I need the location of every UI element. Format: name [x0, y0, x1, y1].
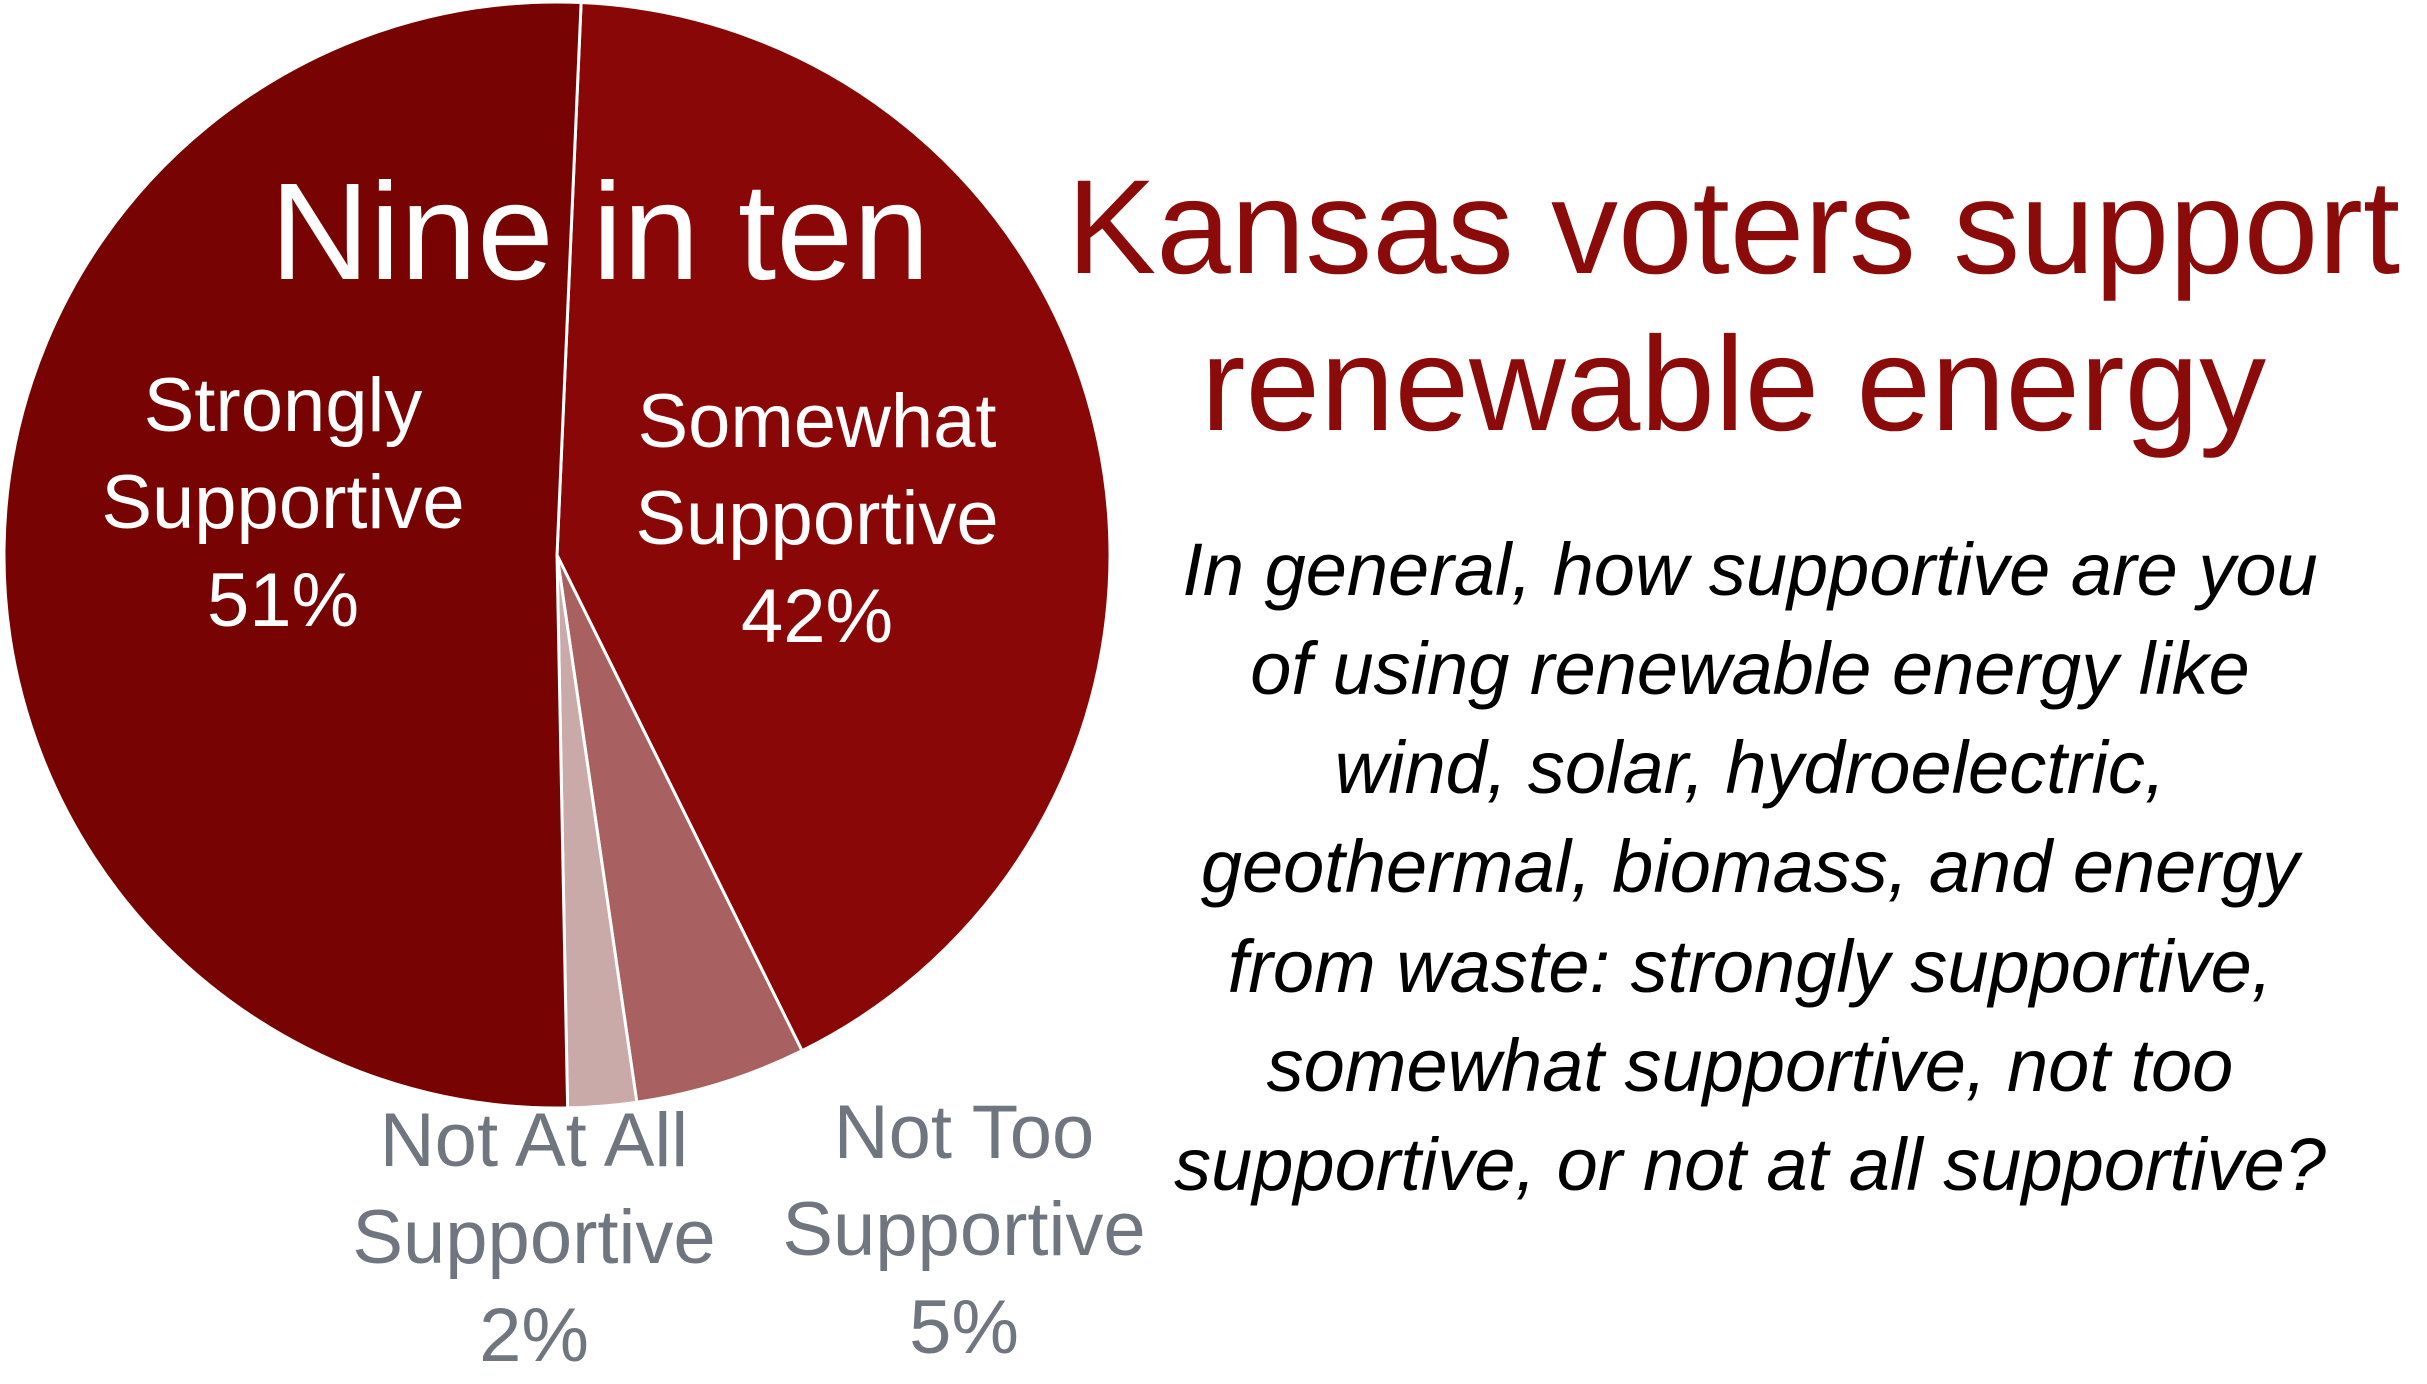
question: In general, how supportive are you of us… [1174, 528, 2326, 1206]
slice-name: Not At All Supportive [352, 1098, 716, 1281]
chart-title: Kansas voters support renewable energy [1066, 153, 2401, 459]
slice-label: Not Too Supportive 5% [749, 1084, 1179, 1376]
slice-value: 42% [740, 573, 894, 659]
slice-label: Not At All Supportive 2% [319, 1092, 749, 1384]
slice-name: Strongly Supportive [101, 363, 465, 546]
slice-name: Somewhat Supportive [635, 379, 999, 562]
slice-value: 2% [479, 1292, 589, 1378]
slice-value: 51% [206, 557, 360, 643]
slice-name: Not Too Supportive [782, 1090, 1146, 1273]
slice-label: Strongly Supportive 51% [68, 357, 498, 649]
title-lead: Nine in ten [270, 155, 930, 309]
slice-label: Somewhat Supportive 42% [602, 373, 1032, 665]
pie-slice [555, 0, 1112, 1053]
pie-slice [2, 0, 583, 1110]
slice-value: 5% [909, 1284, 1019, 1370]
